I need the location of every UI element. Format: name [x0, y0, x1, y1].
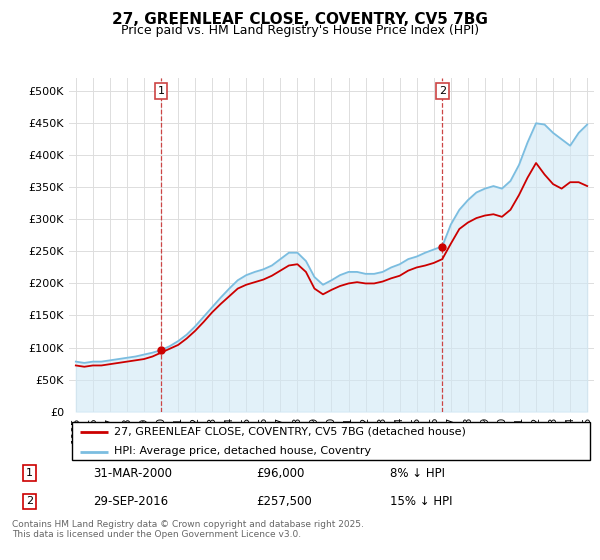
Text: £96,000: £96,000	[256, 466, 305, 479]
Text: 8% ↓ HPI: 8% ↓ HPI	[391, 466, 445, 479]
Text: 2: 2	[26, 496, 33, 506]
Text: 27, GREENLEAF CLOSE, COVENTRY, CV5 7BG (detached house): 27, GREENLEAF CLOSE, COVENTRY, CV5 7BG (…	[113, 427, 466, 437]
Text: 15% ↓ HPI: 15% ↓ HPI	[391, 495, 453, 508]
Text: 1: 1	[158, 86, 164, 96]
Text: Price paid vs. HM Land Registry's House Price Index (HPI): Price paid vs. HM Land Registry's House …	[121, 24, 479, 36]
Text: Contains HM Land Registry data © Crown copyright and database right 2025.
This d: Contains HM Land Registry data © Crown c…	[12, 520, 364, 539]
Text: 1: 1	[26, 468, 33, 478]
Text: HPI: Average price, detached house, Coventry: HPI: Average price, detached house, Cove…	[113, 446, 371, 456]
Text: 31-MAR-2000: 31-MAR-2000	[94, 466, 172, 479]
Text: 29-SEP-2016: 29-SEP-2016	[94, 495, 169, 508]
FancyBboxPatch shape	[71, 422, 590, 460]
Text: 2: 2	[439, 86, 446, 96]
Text: 27, GREENLEAF CLOSE, COVENTRY, CV5 7BG: 27, GREENLEAF CLOSE, COVENTRY, CV5 7BG	[112, 12, 488, 27]
Text: £257,500: £257,500	[256, 495, 312, 508]
